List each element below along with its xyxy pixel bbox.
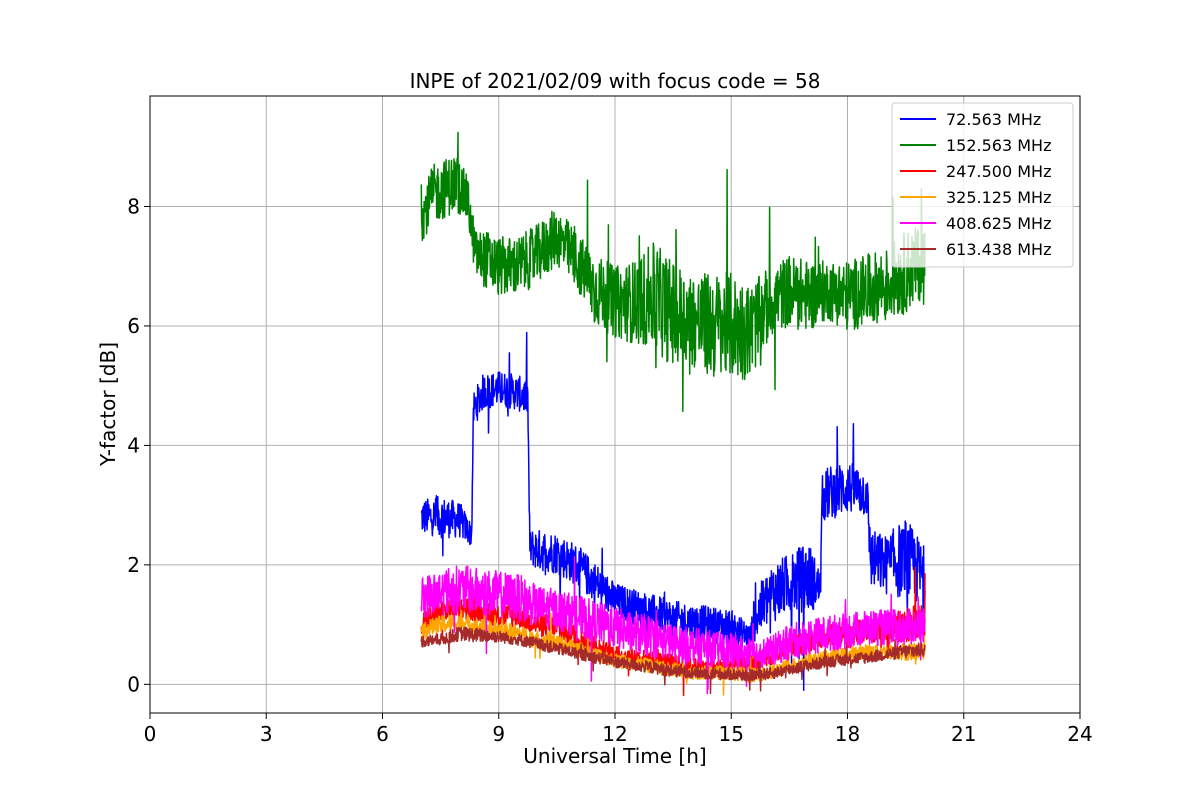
y-tick-label: 6 — [127, 314, 140, 338]
y-tick-label: 4 — [127, 433, 140, 457]
x-tick-label: 0 — [144, 722, 157, 746]
legend-label: 408.625 MHz — [946, 214, 1051, 233]
x-tick-label: 12 — [602, 722, 627, 746]
x-tick-label: 24 — [1067, 722, 1092, 746]
y-axis-label: Y-factor [dB] — [96, 342, 120, 467]
series-layer — [420, 131, 926, 697]
y-tick-label: 8 — [127, 194, 140, 218]
legend-label: 247.500 MHz — [946, 162, 1051, 181]
legend-label: 152.563 MHz — [946, 136, 1051, 155]
legend-label: 613.438 MHz — [946, 240, 1051, 259]
y-tick-label: 0 — [127, 672, 140, 696]
legend-label: 72.563 MHz — [946, 110, 1041, 129]
series-line-1 — [420, 131, 926, 413]
y-tick-label: 2 — [127, 553, 140, 577]
legend: 72.563 MHz 152.563 MHz 247.500 MHz 325.125 … — [891, 102, 1074, 268]
series-line-5 — [420, 626, 926, 695]
x-tick-label: 6 — [376, 722, 389, 746]
x-axis-label: Universal Time [h] — [523, 744, 706, 768]
legend-box — [891, 102, 1074, 268]
series-line-4 — [420, 555, 926, 695]
x-tick-label: 3 — [260, 722, 273, 746]
x-tick-label: 9 — [492, 722, 505, 746]
x-tick-label: 18 — [835, 722, 860, 746]
chart-title: INPE of 2021/02/09 with focus code = 58 — [410, 69, 821, 93]
x-tick-label: 15 — [719, 722, 744, 746]
legend-label: 325.125 MHz — [946, 188, 1051, 207]
x-tick-label: 21 — [951, 722, 976, 746]
series-line-0 — [420, 331, 926, 692]
